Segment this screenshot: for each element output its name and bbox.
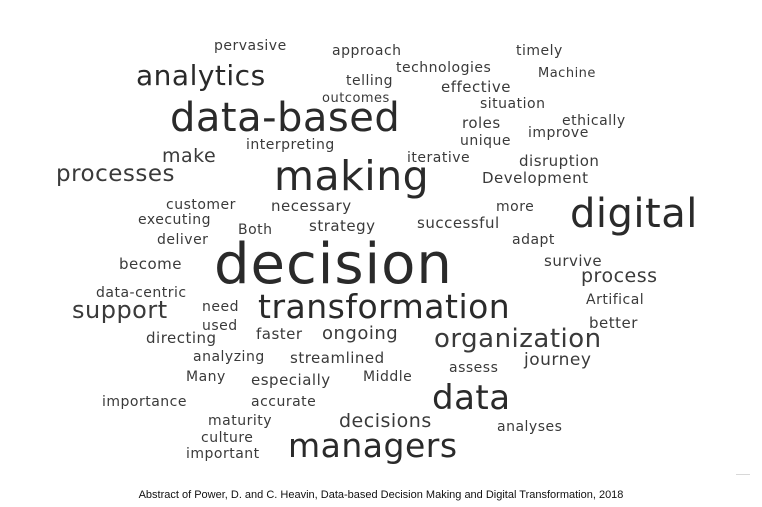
word-directing: directing <box>146 329 217 347</box>
word-outcomes: outcomes <box>322 91 390 106</box>
word-adapt: adapt <box>512 232 555 248</box>
word-transformation: transformation <box>258 287 511 326</box>
word-better: better <box>589 314 638 332</box>
word-accurate: accurate <box>251 394 317 410</box>
word-interpreting: interpreting <box>246 137 335 153</box>
word-necessary: necessary <box>271 197 352 215</box>
word-situation: situation <box>480 96 546 112</box>
word-assess: assess <box>449 360 499 376</box>
word-artifical: Artifical <box>586 292 645 308</box>
word-process: process <box>581 265 658 287</box>
word-analyzing: analyzing <box>193 349 265 365</box>
word-used: used <box>202 318 238 334</box>
word-roles: roles <box>462 114 501 132</box>
word-especially: especially <box>251 371 331 389</box>
word-deliver: deliver <box>157 232 209 248</box>
word-ethically: ethically <box>562 113 626 129</box>
word-more: more <box>496 199 535 215</box>
word-decision: decision <box>214 232 453 297</box>
word-managers: managers <box>288 426 458 465</box>
word-culture: culture <box>201 430 254 446</box>
word-need: need <box>202 299 239 315</box>
word-successful: successful <box>417 214 500 232</box>
word-approach: approach <box>332 43 402 59</box>
word-timely: timely <box>516 43 563 59</box>
word-machine: Machine <box>538 66 596 81</box>
word-executing: executing <box>138 212 212 228</box>
word-journey: journey <box>524 350 592 370</box>
word-unique: unique <box>460 133 512 149</box>
word-development: Development <box>482 169 589 187</box>
word-middle: Middle <box>363 369 413 385</box>
word-importance: importance <box>102 394 187 410</box>
word-making: making <box>274 152 430 200</box>
word-ongoing: ongoing <box>322 323 399 344</box>
word-data-based: data-based <box>170 95 401 141</box>
word-processes: processes <box>56 161 176 187</box>
word-streamlined: streamlined <box>290 349 385 367</box>
word-cloud: pervasive approach timely analytics tech… <box>56 38 698 465</box>
word-analyses: analyses <box>497 419 563 435</box>
word-faster: faster <box>256 325 303 343</box>
word-strategy: strategy <box>309 217 376 235</box>
word-pervasive: pervasive <box>214 38 287 54</box>
word-analytics: analytics <box>136 59 266 92</box>
word-digital: digital <box>570 191 698 237</box>
word-technologies: technologies <box>396 60 492 76</box>
word-data-centric: data-centric <box>96 285 187 301</box>
word-make: make <box>162 145 217 167</box>
word-organization: organization <box>434 324 602 354</box>
word-both: Both <box>238 222 273 238</box>
word-maturity: maturity <box>208 413 272 429</box>
word-decisions: decisions <box>339 410 432 432</box>
word-effective: effective <box>441 78 511 96</box>
source-caption: Abstract of Power, D. and C. Heavin, Dat… <box>138 489 624 501</box>
word-important: important <box>186 446 260 462</box>
word-data: data <box>432 378 511 418</box>
word-many: Many <box>186 369 226 385</box>
word-customer: customer <box>166 197 236 213</box>
word-iterative: iterative <box>407 150 471 166</box>
word-telling: telling <box>346 73 394 89</box>
word-disruption: disruption <box>519 152 600 170</box>
word-support: support <box>72 296 168 324</box>
word-become: become <box>119 255 183 273</box>
word-survive: survive <box>544 252 603 270</box>
word-improve: improve <box>528 125 589 141</box>
divider <box>736 474 750 475</box>
